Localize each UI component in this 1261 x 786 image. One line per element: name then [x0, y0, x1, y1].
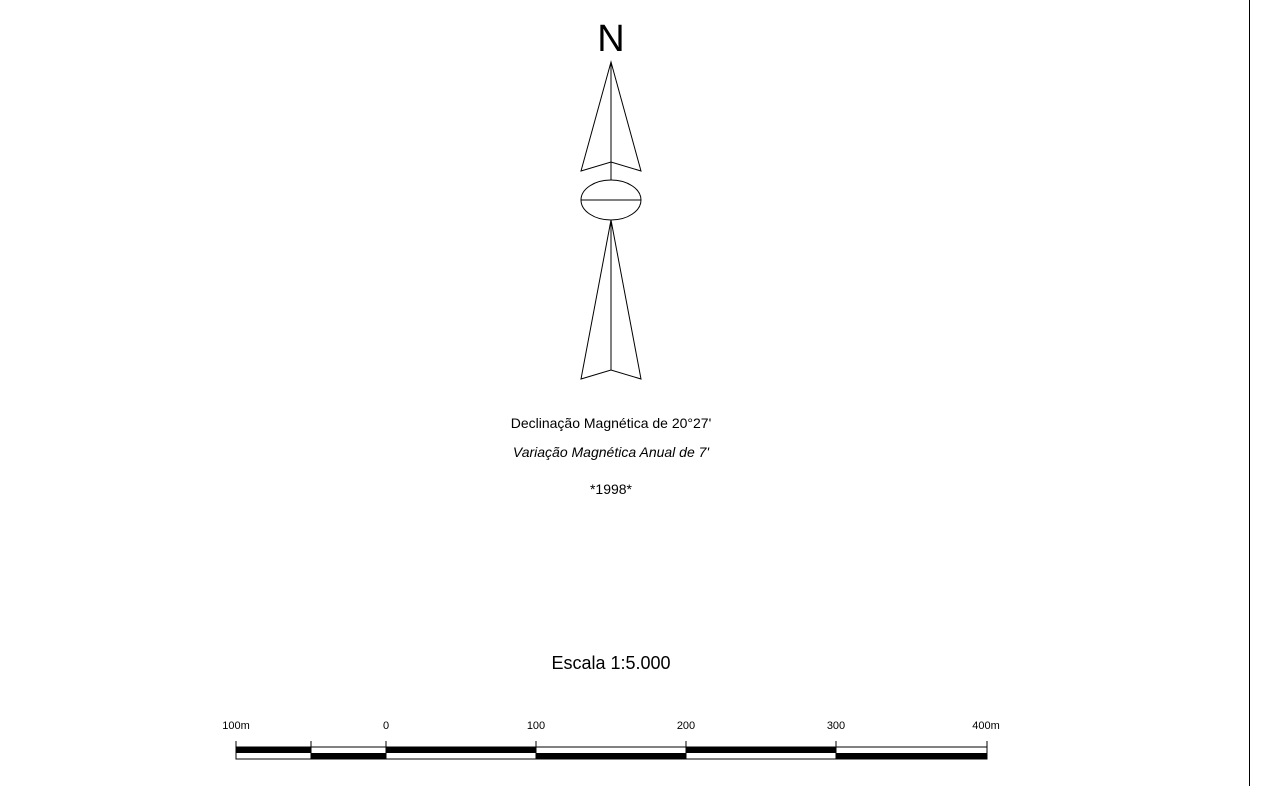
scale-bar-segment	[536, 753, 686, 759]
scale-bar-segment	[686, 747, 836, 753]
scale-bar-segment	[386, 753, 536, 759]
scale-bar-segment	[311, 747, 386, 753]
scale-bar-segment	[536, 747, 686, 753]
scale-tick-label: 100m	[222, 720, 250, 732]
north-label: N	[597, 18, 625, 60]
magnetic-variation-text: Variação Magnética Anual de 7'	[512, 444, 710, 460]
scale-bar-segment	[836, 747, 987, 753]
map-frame-border	[1249, 0, 1250, 786]
scale-tick-label: 200	[676, 720, 696, 732]
declination-year-text: *1998*	[589, 481, 633, 497]
scale-bar-segment	[236, 753, 311, 759]
scale-bar-segment	[236, 747, 311, 753]
scale-tick-label: 400m	[972, 720, 1000, 732]
scale-title: Escala 1:5.000	[551, 653, 671, 673]
scale-bar-segment	[686, 753, 836, 759]
scale-bar-segment	[386, 747, 536, 753]
scale-bar-segment	[311, 753, 386, 759]
magnetic-declination-text: Declinação Magnética de 20°27'	[510, 415, 712, 431]
south-arrowhead	[580, 219, 642, 380]
scale-bar-segment	[836, 753, 987, 759]
scale-tick-label: 100	[526, 720, 546, 732]
scale-tick-label: 0	[382, 720, 390, 732]
scale-tick-label: 300	[826, 720, 846, 732]
